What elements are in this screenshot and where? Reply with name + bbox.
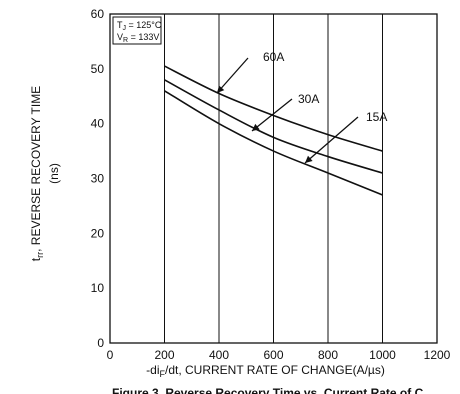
x-tick-label: 200 — [154, 348, 174, 362]
arrowhead-60a — [217, 85, 225, 93]
y-axis-label: trr, REVERSE RECOVERY TIME (ns) — [29, 86, 61, 261]
series-labels: 60A 30A 15A — [216, 50, 387, 164]
y-tick-label: 50 — [91, 62, 105, 76]
condition-tj: TJ = 125°C — [117, 20, 162, 32]
conditions-box: TJ = 125°C VR = 133V — [112, 16, 162, 45]
x-tick-label: 600 — [263, 348, 283, 362]
y-axis-unit: (ns) — [47, 163, 61, 184]
x-tick-label: 400 — [209, 348, 229, 362]
x-tick-label: 0 — [107, 348, 114, 362]
y-tick-label: 60 — [91, 7, 105, 21]
series-layer — [164, 65, 383, 196]
series-line-60a — [164, 65, 383, 152]
grid-layer — [164, 14, 383, 343]
conditions-frame — [112, 16, 162, 45]
series-line-30a — [164, 79, 383, 174]
x-tick-labels: 0 200 400 600 800 1000 1200 — [107, 348, 451, 362]
y-tick-label: 0 — [97, 336, 104, 350]
leader-line-30a — [251, 98, 293, 132]
x-tick-label: 1000 — [369, 348, 396, 362]
leader-line-60a — [216, 57, 249, 94]
y-tick-labels: 0 10 20 30 40 50 60 — [91, 7, 105, 350]
condition-vr: VR = 133V — [117, 32, 159, 44]
arrowhead-30a — [252, 123, 260, 131]
series-label-15a: 15A — [366, 110, 387, 124]
y-tick-label: 30 — [91, 172, 105, 186]
series-label-30a: 30A — [298, 92, 319, 106]
leader-line-15a — [304, 116, 359, 164]
figure-caption: Figure 3. Reverse Recovery Time vs. Curr… — [112, 386, 424, 394]
series-label-60a: 60A — [263, 50, 284, 64]
series-line-15a — [164, 90, 383, 196]
y-axis-title: trr, REVERSE RECOVERY TIME — [29, 86, 45, 261]
y-tick-label: 40 — [91, 117, 105, 131]
x-axis-label: -diF/dt, CURRENT RATE OF CHANGE(A/µs) — [146, 363, 385, 379]
y-tick-label: 20 — [91, 226, 105, 240]
plot-frame — [109, 13, 438, 344]
x-tick-label: 800 — [318, 348, 338, 362]
arrowhead-15a — [305, 155, 313, 163]
x-tick-label: 1200 — [424, 348, 451, 362]
y-tick-label: 10 — [91, 281, 105, 295]
